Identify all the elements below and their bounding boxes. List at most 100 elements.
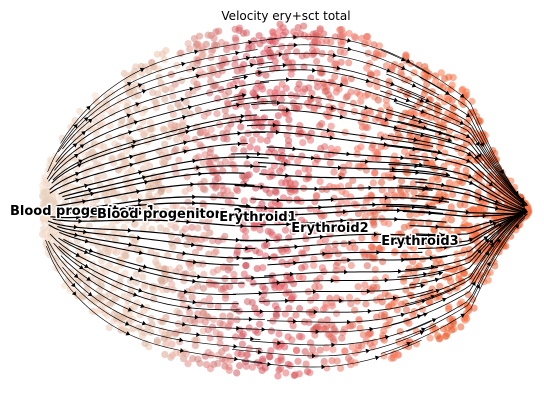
stream-arrow	[347, 46, 352, 52]
cell-point	[132, 63, 140, 71]
stream-arrow	[430, 264, 436, 270]
cell-point	[281, 310, 289, 318]
cell-point	[211, 184, 220, 192]
cell-point	[212, 247, 220, 256]
cell-point	[152, 104, 160, 112]
stream-arrow	[465, 209, 471, 215]
streamline	[58, 56, 257, 153]
stream-arrow	[191, 66, 197, 72]
cell-point	[122, 147, 130, 155]
stream-arrow	[319, 234, 324, 240]
cell-point	[206, 334, 214, 342]
stream-arrow	[467, 151, 472, 156]
cell-point	[225, 353, 233, 361]
cell-point	[224, 323, 232, 331]
cell-point	[447, 216, 455, 224]
stream-arrow	[384, 117, 389, 122]
cell-point	[361, 92, 369, 100]
cell-point	[296, 122, 304, 130]
stream-arrow	[233, 344, 238, 349]
cell-point	[224, 125, 232, 133]
cell-point	[347, 300, 355, 308]
cell-point	[159, 125, 168, 133]
streamline	[62, 266, 261, 340]
cell-point	[243, 298, 252, 306]
stream-arrow	[84, 209, 89, 214]
cell-point	[325, 250, 333, 258]
stream-arrow	[88, 187, 93, 193]
cell-point	[285, 123, 293, 131]
cell-point	[66, 183, 74, 191]
stream-arrow	[76, 215, 81, 220]
stream-arrow	[475, 141, 480, 147]
stream-arrow	[141, 89, 147, 94]
cell-point	[385, 220, 393, 228]
stream-arrow	[469, 180, 474, 185]
stream-arrow	[331, 342, 336, 348]
cell-point	[179, 270, 187, 278]
stream-arrow	[84, 238, 90, 244]
cell-point	[340, 49, 348, 57]
cell-point	[277, 96, 285, 104]
cell-point	[211, 153, 219, 162]
cell-point	[486, 268, 494, 277]
cell-point	[340, 75, 348, 83]
cell-point	[235, 26, 243, 34]
streamline	[63, 238, 274, 279]
cell-point	[96, 248, 104, 256]
cell-point	[231, 166, 239, 174]
cell-point	[167, 84, 176, 93]
cell-point	[162, 340, 170, 348]
cell-point	[301, 85, 309, 93]
stream-arrow	[183, 289, 189, 294]
cell-point	[201, 352, 209, 360]
cell-point	[337, 106, 345, 114]
streamline	[402, 210, 523, 218]
stream-arrow	[138, 170, 143, 175]
cell-point	[349, 99, 357, 107]
cell-point	[167, 231, 176, 240]
cell-point	[284, 333, 292, 341]
stream-arrow	[348, 240, 353, 246]
stream-arrow	[420, 132, 425, 138]
stream-arrow	[441, 182, 446, 188]
cell-point	[226, 82, 234, 90]
stream-arrow	[81, 131, 86, 136]
stream-arrow	[293, 34, 298, 40]
cell-point	[171, 164, 179, 172]
cell-point	[209, 280, 217, 288]
cell-point	[173, 135, 181, 143]
stream-arrow	[423, 272, 428, 277]
cell-point	[449, 315, 457, 323]
streamline	[239, 233, 444, 242]
cell-point	[298, 152, 306, 160]
cell-point	[240, 147, 248, 155]
cell-point	[333, 84, 341, 92]
stream-arrow	[445, 90, 450, 95]
cell-point	[175, 156, 183, 164]
cell-point	[238, 340, 246, 348]
cell-point	[238, 67, 246, 75]
cell-point	[339, 168, 347, 176]
cluster-label: Erythroid1	[219, 210, 296, 225]
cell-point	[468, 97, 476, 105]
streamline	[250, 272, 443, 285]
stream-arrow	[313, 309, 318, 315]
cell-point	[263, 241, 271, 249]
stream-arrow	[339, 114, 345, 120]
stream-arrow	[126, 113, 132, 118]
stream-arrow	[401, 257, 406, 263]
stream-arrow	[479, 142, 484, 147]
cell-point	[112, 248, 120, 256]
stream-arrow	[240, 223, 245, 229]
cell-point	[162, 227, 170, 235]
cell-point	[292, 311, 300, 319]
cell-point	[58, 134, 66, 142]
cell-point	[223, 46, 231, 54]
cell-point	[113, 190, 121, 198]
stream-arrow	[186, 125, 191, 130]
cell-point	[243, 103, 251, 111]
cell-point	[257, 136, 265, 144]
